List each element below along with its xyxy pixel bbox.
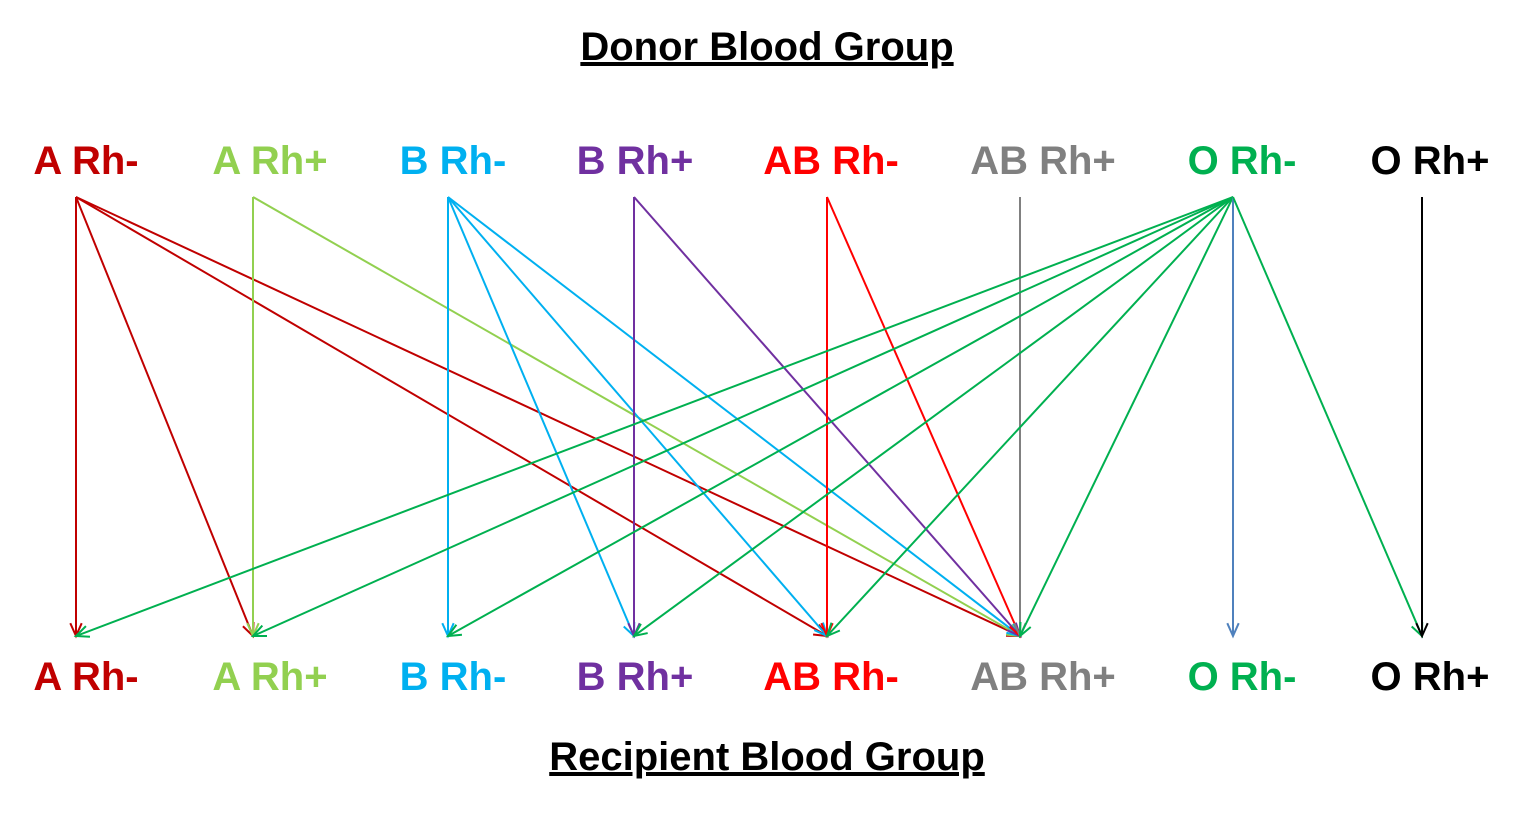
donor-label-o-pos: O Rh+ (1371, 139, 1490, 183)
arrow-ab-pos-to-ab-pos (1013, 197, 1027, 639)
arrow-o-neg-to-ab-pos (1018, 196, 1234, 639)
recipient-label-b-pos: B Rh+ (577, 655, 694, 699)
donor-label-b-neg: B Rh- (400, 139, 507, 183)
recipient-label-a-pos: A Rh+ (212, 655, 327, 699)
donor-label-ab-pos: AB Rh+ (970, 139, 1116, 183)
recipient-label-o-pos: O Rh+ (1371, 655, 1490, 699)
arrow-o-neg-to-o-pos (1232, 196, 1424, 639)
recipient-label-ab-pos: AB Rh+ (970, 655, 1116, 699)
donor-labels: A Rh- A Rh+ B Rh- B Rh+ AB Rh- AB Rh+ O Rh- O R… (33, 139, 1489, 183)
donor-label-o-neg: O Rh- (1188, 139, 1297, 183)
recipient-label-ab-neg: AB Rh- (763, 655, 899, 699)
arrow-o-neg-to-a-pos (250, 196, 1234, 638)
arrow-o-pos-to-o-pos (1415, 197, 1429, 639)
recipient-labels: A Rh- A Rh+ B Rh- B Rh+ AB Rh- AB Rh+ O Rh- O R… (33, 655, 1489, 699)
arrow-ab-neg-to-ab-pos (826, 196, 1022, 639)
arrow-a-neg-to-a-pos (75, 196, 255, 639)
compatibility-arrows (69, 196, 1429, 639)
recipient-label-o-neg: O Rh- (1188, 655, 1297, 699)
donor-label-a-neg: A Rh- (33, 139, 138, 183)
arrow-a-neg-to-ab-neg (75, 196, 830, 638)
donor-label-ab-neg: AB Rh- (763, 139, 899, 183)
donor-label-a-pos: A Rh+ (212, 139, 327, 183)
arrow-a-neg-to-a-neg (69, 197, 83, 639)
donor-label-b-pos: B Rh+ (577, 139, 694, 183)
arrow-o-neg-to-b-neg (445, 196, 1234, 638)
recipient-label-b-neg: B Rh- (400, 655, 507, 699)
arrow-b-neg-to-ab-neg (447, 196, 829, 638)
arrow-o-neg-to-b-pos (632, 196, 1234, 638)
arrow-o-neg-to-o-neg (1226, 197, 1240, 639)
recipient-label-a-neg: A Rh- (33, 655, 138, 699)
arrow-ab-neg-to-ab-neg (820, 197, 834, 639)
recipient-title: Recipient Blood Group (549, 735, 985, 779)
arrow-o-neg-to-ab-neg (825, 196, 1234, 638)
donor-title: Donor Blood Group (580, 25, 953, 69)
arrow-b-neg-to-b-pos (447, 196, 636, 639)
arrow-o-neg-to-a-neg (73, 196, 1234, 638)
arrow-a-neg-to-ab-pos (75, 196, 1023, 638)
